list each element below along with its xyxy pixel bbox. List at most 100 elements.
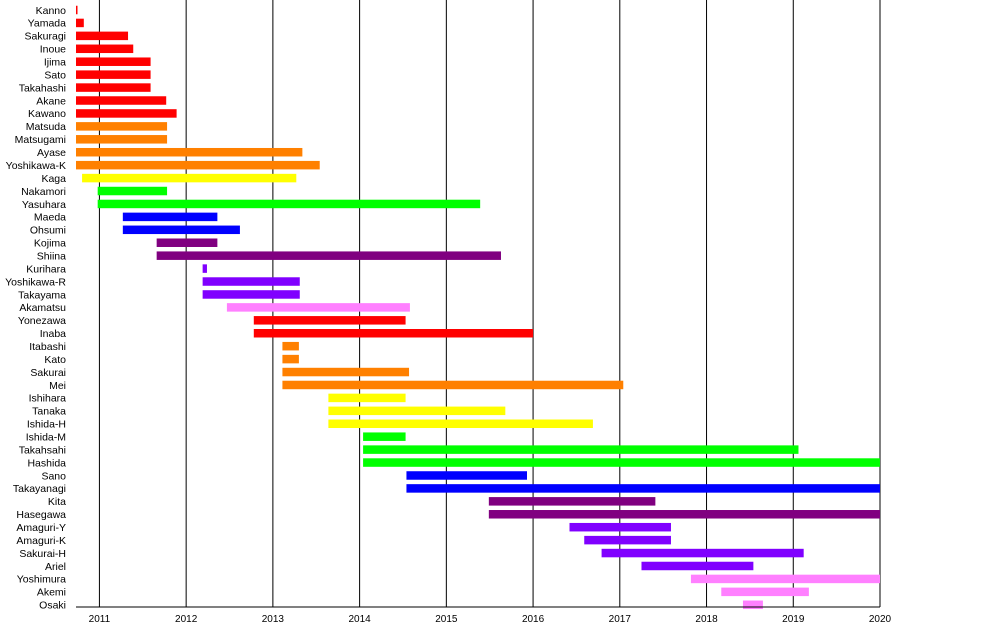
row-label: Sano [41,470,66,482]
x-tick-label: 2018 [695,614,718,625]
row-label: Amaguri-Y [16,522,66,534]
row-label: Ayase [37,147,66,159]
row-label: Sakurai [30,367,66,379]
row-label: Matsugami [15,134,66,146]
x-tick-labels: 2011 2012 2013 2014 2015 2016 2017 2018 2019 2020 [89,614,892,625]
bar-yonezawa [253,316,406,325]
x-tick-label: 2019 [782,614,805,625]
row-label: Sato [44,69,66,81]
row-label: Kita [48,496,66,508]
bar-amaguri-y [569,522,671,532]
bar-inoue [76,44,134,54]
bar-takahashi [76,83,151,92]
bar-ishihara [328,393,406,403]
row-label: Kurihara [26,263,66,275]
row-label: Tanaka [32,406,66,418]
row-label: Yonezawa [18,315,66,327]
row-label: Takayanagi [13,483,66,495]
bar-ishida-m [363,432,406,441]
bar-ariel [641,561,754,571]
row-label: Inaba [40,328,66,340]
bar-ohsumi [122,225,240,235]
x-tick-label: 2012 [175,614,198,625]
bar-shiina [156,251,501,260]
row-label: Ishida-H [27,419,66,431]
row-label: Sakurai-H [19,548,66,560]
bar-hasegawa [488,510,880,519]
row-label: Osaki [39,600,66,612]
x-tick-label: 2017 [609,614,632,625]
bar-sakurai-h [601,548,804,558]
row-label: Amaguri-K [16,535,66,547]
row-label: Yoshikawa-R [5,276,66,288]
x-tick-label: 2015 [435,614,458,625]
row-label: Akamatsu [19,302,66,314]
bar-hashida [363,458,880,467]
bar-akamatsu [226,303,410,312]
row-label: Yoshimura [17,574,66,586]
bar-osaki [742,600,763,610]
row-label: Ishida-M [26,431,66,443]
bar-sakurai [282,367,410,377]
grid-lines [98,0,881,607]
x-tick-label: 2016 [522,614,545,625]
bar-yasuhara [97,199,481,209]
bar-ijima [76,57,151,66]
row-label: Kojima [34,238,66,250]
x-tick-label: 2014 [348,614,371,625]
bar-takahsahi [363,445,799,454]
row-label: Itabashi [29,341,66,353]
row-label: Ijima [44,57,66,69]
x-tick-label: 2020 [869,614,892,625]
row-label: Inoue [40,44,66,56]
bar-kanno [76,5,78,15]
bar-kurihara [202,264,207,273]
bar-maeda [122,212,218,222]
row-label: Kaga [41,173,66,185]
bar-akane [76,96,167,105]
row-label: Matsuda [26,121,66,133]
row-label: Takahashi [19,82,66,94]
x-tick-label: 2013 [262,614,285,625]
bar-yamada [76,18,84,28]
bar-kita [488,497,656,506]
row-label: Hashida [27,457,66,469]
bar-mei [282,380,624,390]
bars-layer [76,5,880,610]
bar-kawano [76,109,177,118]
row-label: Akane [36,95,66,107]
row-label: Kawano [28,108,66,120]
bar-takayanagi [406,484,880,493]
row-label: Kato [44,354,66,366]
row-label: Ohsumi [30,225,66,237]
bar-ayase [76,147,303,157]
row-label: Yamada [28,18,66,30]
row-label: Ariel [45,561,66,573]
row-label: Nakamori [21,186,66,198]
row-label: Shiina [37,250,66,262]
bar-inaba [253,329,534,338]
row-label: Sakuragi [25,31,66,43]
bar-yoshikawa-r [202,277,300,286]
row-label: Ishihara [29,393,67,405]
row-labels: KannoYamadaSakuragiInoueIjimaSatoTakahas… [5,5,66,612]
row-label: Takahsahi [19,444,66,456]
row-label: Takayama [18,289,66,301]
bar-itabashi [282,341,299,351]
bar-matsugami [76,135,168,144]
bar-kojima [156,238,218,247]
bar-takayama [202,290,300,299]
bar-yoshikawa-k [76,160,320,170]
row-label: Maeda [34,212,66,224]
row-label: Mei [49,380,66,392]
bar-nakamori [97,186,168,196]
bar-sato [76,70,151,79]
bar-yoshimura [690,574,880,584]
bar-amaguri-k [584,535,671,545]
bar-kaga [82,173,297,183]
bar-tanaka [328,406,506,416]
bar-sano [406,471,528,480]
bar-akemi [721,587,809,597]
row-label: Yoshikawa-K [6,160,66,172]
